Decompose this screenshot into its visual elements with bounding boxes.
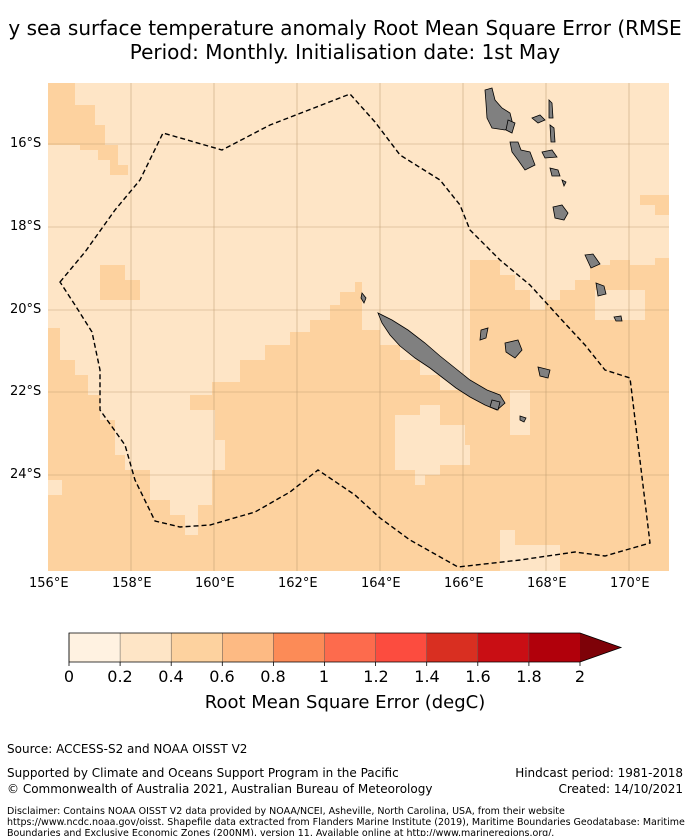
rmse-region-0.2-0.4-south bbox=[395, 405, 470, 485]
colorbar-segment bbox=[426, 633, 479, 662]
x-tick-160: 160°E bbox=[195, 576, 235, 591]
colorbar-tick-0.6: 0.6 bbox=[209, 667, 235, 686]
chart-title-line-1: y sea surface temperature anomaly Root M… bbox=[8, 16, 682, 40]
mare bbox=[537, 366, 551, 379]
colorbar-segment bbox=[69, 633, 121, 662]
rmse-region-0.4-0.6-mid bbox=[100, 265, 140, 300]
y-tick-18s: 18°S bbox=[10, 219, 42, 234]
belep-islands bbox=[360, 292, 367, 304]
colorbar-tick-1.2: 1.2 bbox=[363, 667, 389, 686]
colorbar-extend-arrow bbox=[580, 633, 621, 662]
colorbar-segment bbox=[222, 633, 274, 662]
land-masses bbox=[360, 87, 623, 423]
x-tick-156: 156°E bbox=[29, 576, 69, 591]
y-tick-22s: 22°S bbox=[10, 384, 42, 399]
ouvea bbox=[479, 327, 489, 341]
colorbar-tick-0.2: 0.2 bbox=[107, 667, 133, 686]
colorbar-segment bbox=[477, 633, 530, 662]
colorbar-tick-2: 2 bbox=[574, 667, 586, 686]
y-tick-16s: 16°S bbox=[10, 136, 42, 151]
rmse-region-0.2-0.4-se bbox=[500, 530, 560, 571]
isle-of-pines bbox=[489, 399, 501, 411]
efate bbox=[552, 204, 569, 221]
aneityum bbox=[613, 315, 623, 322]
rmse-region-0.2-0.4-e3 bbox=[595, 290, 645, 320]
colorbar-segment bbox=[375, 633, 428, 662]
disclaimer-text: Disclaimer: Contains NOAA OISST V2 data … bbox=[7, 806, 685, 836]
colorbar-tick-1: 1 bbox=[318, 667, 330, 686]
colorbar-segment bbox=[528, 633, 581, 662]
colorbar-tick-0: 0 bbox=[63, 667, 75, 686]
walpole bbox=[519, 415, 527, 423]
tanna bbox=[595, 282, 607, 297]
colorbar bbox=[68, 632, 623, 666]
x-tick-170: 170°E bbox=[610, 576, 650, 591]
chart-title-line-2: Period: Monthly. Initialisation date: 1s… bbox=[129, 40, 561, 64]
hindcast-period: Hindcast period: 1981-2018 bbox=[515, 766, 683, 780]
malekula bbox=[509, 141, 536, 171]
rmse-region-0.2-0.4-e2 bbox=[510, 390, 530, 435]
rmse-region-0.4-0.6-north bbox=[48, 83, 128, 175]
colorbar-segment bbox=[171, 633, 223, 662]
gridlines bbox=[48, 83, 669, 571]
lifou bbox=[504, 339, 523, 359]
support-text: Supported by Climate and Oceans Support … bbox=[7, 766, 399, 780]
shepherd-islands bbox=[561, 179, 567, 188]
colorbar-tick-1.4: 1.4 bbox=[414, 667, 440, 686]
created-date: Created: 14/10/2021 bbox=[558, 782, 683, 796]
colorbar-segment bbox=[120, 633, 172, 662]
colorbar-segment bbox=[273, 633, 325, 662]
rmse-region-0.4-0.6-east bbox=[640, 195, 669, 215]
eez-boundary bbox=[59, 93, 651, 568]
x-tick-164: 164°E bbox=[361, 576, 401, 591]
y-tick-20s: 20°S bbox=[10, 302, 42, 317]
epi bbox=[549, 167, 561, 177]
pentecost bbox=[549, 124, 556, 143]
colorbar-frame bbox=[68, 632, 623, 663]
y-tick-24s: 24°S bbox=[10, 467, 42, 482]
x-tick-166: 166°E bbox=[444, 576, 484, 591]
ambrym bbox=[541, 149, 558, 159]
maewo bbox=[548, 99, 554, 119]
colorbar-tick-0.8: 0.8 bbox=[260, 667, 286, 686]
colorbar-segment bbox=[324, 633, 377, 662]
colorbar-tick-1.6: 1.6 bbox=[465, 667, 491, 686]
copyright-text: © Commonwealth of Australia 2021, Austra… bbox=[7, 782, 433, 796]
x-tick-158: 158°E bbox=[112, 576, 152, 591]
rmse-region-0.2-0.4-sw bbox=[115, 410, 225, 535]
erromango bbox=[584, 253, 601, 269]
source-text: Source: ACCESS-S2 and NOAA OISST V2 bbox=[7, 742, 248, 756]
ambae bbox=[531, 114, 546, 124]
malo bbox=[505, 119, 516, 134]
colorbar-tick-1.8: 1.8 bbox=[516, 667, 542, 686]
colorbar-tick-0.4: 0.4 bbox=[158, 667, 184, 686]
colorbar-label: Root Mean Square Error (degC) bbox=[204, 692, 486, 713]
rmse-region-0.2-0.4-west bbox=[48, 480, 62, 495]
x-tick-162: 162°E bbox=[278, 576, 318, 591]
x-tick-168: 168°E bbox=[527, 576, 567, 591]
